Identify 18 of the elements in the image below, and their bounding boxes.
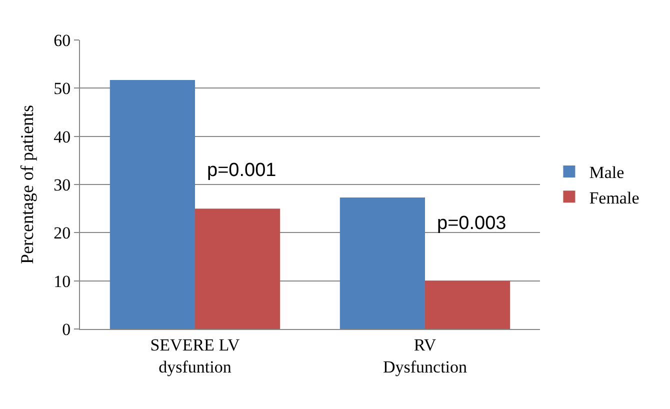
y-tick-label: 30	[54, 175, 71, 194]
y-tick-label: 50	[54, 79, 71, 98]
bar	[195, 208, 280, 329]
y-tick-label: 0	[62, 320, 71, 339]
annotation: p=0.001	[207, 160, 276, 181]
bar	[110, 80, 195, 329]
y-tick-label: 40	[54, 127, 71, 146]
legend-label: Female	[589, 188, 640, 208]
legend-label: Male	[589, 163, 624, 182]
y-tick-label: 60	[54, 30, 71, 50]
bar	[425, 280, 510, 329]
y-tick-label: 20	[54, 224, 71, 243]
y-axis-title: Percentage of patients	[16, 105, 37, 264]
y-tick-label: 10	[54, 272, 71, 291]
bar	[340, 198, 425, 329]
x-tick-label: SEVERE LV dysfuntion	[150, 335, 241, 376]
annotation: p=0.003	[437, 213, 506, 234]
x-tick-label: RV Dysfunction	[382, 335, 468, 376]
